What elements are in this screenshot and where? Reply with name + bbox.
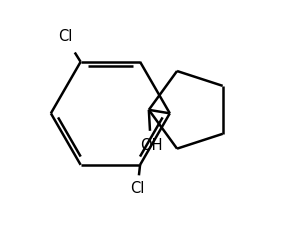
Text: OH: OH [140, 138, 162, 153]
Text: Cl: Cl [131, 181, 145, 196]
Text: Cl: Cl [58, 29, 73, 44]
